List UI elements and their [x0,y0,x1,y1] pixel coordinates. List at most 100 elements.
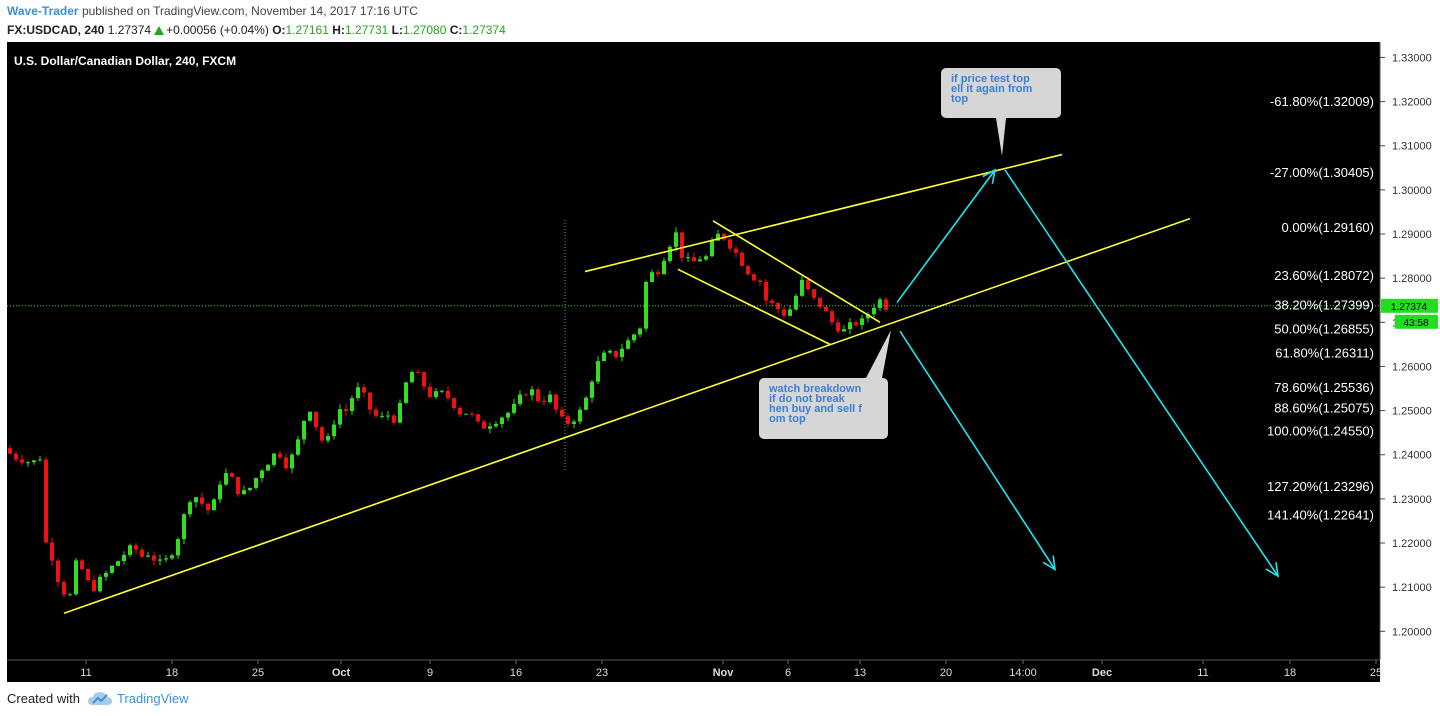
candle-up [512,403,516,413]
fib-level-label: 61.80%(1.26311) [1275,346,1374,361]
footer: Created with TradingView [0,684,1440,716]
y-tick-label: 1.30000 [1392,185,1432,197]
candle-up [32,460,36,463]
y-tick-label: 1.24000 [1392,450,1432,462]
candle-down [764,281,768,301]
countdown-text: 43:58 [1403,318,1428,329]
quote-line: FX:USDCAD, 240 1.27374 +0.00056 (+0.04%) … [7,23,506,37]
y-tick-label: 1.31000 [1392,141,1432,153]
time-axis[interactable] [7,660,1380,682]
trend-lines [7,153,1380,614]
bubble-tail [866,330,891,378]
candle-down [86,569,90,581]
candle-down [758,280,762,282]
bubble-box [941,68,1061,118]
x-tick-label: Oct [332,667,351,679]
candle-up [224,473,228,485]
y-tick-label: 1.29000 [1392,229,1432,241]
candle-up [644,281,648,329]
price-axis[interactable] [1380,42,1440,660]
candle-down [278,453,282,458]
trend-line [63,217,1191,614]
candle-up [704,256,708,260]
candle-down [482,421,486,429]
candle-up [26,462,30,464]
y-tick-label: 1.20000 [1392,626,1432,638]
candle-up [434,391,438,398]
candle-down [830,311,834,323]
candle-up [332,424,336,437]
created-with-text: Created with [7,691,80,706]
candle-down [8,448,12,454]
fib-level-label: -27.00%(1.30405) [1270,165,1374,180]
candle-up [302,420,306,440]
candle-down [314,411,318,428]
candle-up [626,340,630,349]
candle-up [620,348,624,358]
y-tick-label: 1.22000 [1392,538,1432,550]
candle-up [842,329,846,332]
candle-up [866,314,870,319]
candle-up [800,279,804,296]
candle-down [782,309,786,316]
projection-arrow [1004,169,1279,577]
candle-up [296,439,300,455]
fib-levels: -61.80%(1.32009) -27.00%(1.30405) 0.00%(1.… [1267,94,1374,523]
symbol-label[interactable]: FX:USDCAD, 240 [7,23,105,37]
candle-down [236,476,240,495]
candle-down [392,415,396,423]
tradingview-link[interactable]: TradingView [117,691,189,706]
candle-up [872,307,876,315]
bubble-tail [996,118,1006,156]
publish-line: Wave-Trader published on TradingView.com… [7,4,418,18]
fib-level-label: 38.20%(1.27399) [1274,298,1374,313]
candle-up [674,232,678,247]
candle-up [38,459,42,461]
x-tick-label: 13 [854,667,866,679]
candle-down [554,394,558,410]
arrow-head [1265,562,1280,578]
candle-up [170,555,174,559]
tradingview-cloud-icon[interactable] [87,690,113,708]
candle-down [230,473,234,477]
candle-up [548,394,552,403]
x-tick-label: Dec [1092,667,1112,679]
candle-down [752,274,756,281]
x-tick-label: 25 [1370,667,1382,679]
candle-down [722,233,726,240]
candle-up [506,412,510,418]
candle-down [92,580,96,592]
candle-down [770,300,774,303]
candle-down [416,372,420,374]
candle-down [62,582,66,595]
candles [8,227,888,598]
candle-up [440,390,444,392]
fib-level-label: 23.60%(1.28072) [1274,268,1374,283]
plot-area[interactable] [7,42,1380,660]
x-tick-label: 6 [785,667,791,679]
y-tick-label: 1.23000 [1392,494,1432,506]
price-chart[interactable]: 1.33000 1.32000 1.31000 1.30000 1.29000 1.280… [0,40,1440,684]
candle-up [572,421,576,424]
arrow-head [1042,555,1057,572]
candle-up [596,361,600,382]
x-tick-label: 11 [80,667,91,679]
candle-up [650,272,654,282]
candle-up [158,559,162,561]
projection-arrow [896,169,996,303]
candle-up [386,415,390,417]
candle-up [590,381,594,398]
annotation-bubble: if price test top ell it again from top [941,68,1061,156]
open-label: O: [272,23,286,37]
author-link[interactable]: Wave-Trader [7,4,79,18]
trend-line [584,153,1063,273]
candle-down [536,389,540,401]
candle-down [80,560,84,570]
candle-down [134,545,138,550]
candle-up [668,246,672,261]
candle-up [848,322,852,330]
candle-up [308,411,312,421]
candle-up [266,464,270,471]
candle-up [608,350,612,353]
fib-level-label: 78.60%(1.25536) [1274,380,1374,395]
